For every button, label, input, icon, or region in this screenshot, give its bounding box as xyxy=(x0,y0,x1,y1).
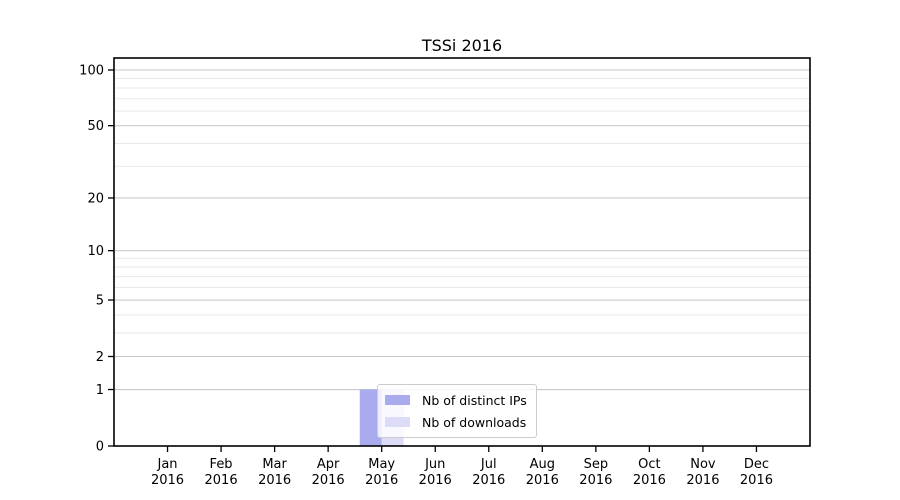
x-tick-label-year: 2016 xyxy=(151,473,184,488)
x-tick-label-year: 2016 xyxy=(633,473,666,488)
x-tick-label-month: Apr xyxy=(317,457,340,472)
x-tick-label-month: Aug xyxy=(530,457,555,472)
y-tick-label: 10 xyxy=(87,244,104,259)
legend-swatch-distinct-ips xyxy=(385,395,410,405)
y-tick-label: 5 xyxy=(96,294,104,309)
x-tick-label-month: Dec xyxy=(744,457,769,472)
x-tick-label-year: 2016 xyxy=(579,473,612,488)
x-tick-label-year: 2016 xyxy=(686,473,719,488)
x-tick-label-year: 2016 xyxy=(526,473,559,488)
x-tick-label-year: 2016 xyxy=(472,473,505,488)
y-tick-label: 0 xyxy=(96,440,104,455)
legend-label-distinct-ips: Nb of distinct IPs xyxy=(422,392,527,408)
x-tick-label-month: Mar xyxy=(262,457,287,472)
bar-nb-of-distinct-ips-may xyxy=(359,389,382,446)
x-tick-label-month: Jul xyxy=(480,457,497,472)
y-tick-label: 50 xyxy=(87,119,104,134)
y-tick-label: 1 xyxy=(96,383,104,398)
x-tick-label-month: Sep xyxy=(584,457,609,472)
plot-border xyxy=(113,57,811,447)
legend-row-downloads: Nb of downloads xyxy=(385,412,527,432)
y-tick-label: 100 xyxy=(79,64,104,79)
x-tick-label-year: 2016 xyxy=(365,473,398,488)
x-tick-label-month: May xyxy=(368,457,395,472)
x-tick-label-month: Jan xyxy=(157,457,178,472)
y-tick-label: 20 xyxy=(87,191,104,206)
legend: Nb of distinct IPs Nb of downloads xyxy=(377,384,537,438)
x-tick-label-month: Feb xyxy=(210,457,233,472)
x-tick-label-year: 2016 xyxy=(205,473,238,488)
y-tick-label: 2 xyxy=(96,350,104,365)
x-tick-label-year: 2016 xyxy=(258,473,291,488)
legend-swatch-downloads xyxy=(385,417,410,427)
legend-row-distinct-ips: Nb of distinct IPs xyxy=(385,390,527,410)
chart-title: TSSi 2016 xyxy=(421,36,503,55)
x-tick-label-year: 2016 xyxy=(419,473,452,488)
x-tick-label-month: Nov xyxy=(690,457,716,472)
x-tick-label-month: Oct xyxy=(638,457,660,472)
x-tick-label-year: 2016 xyxy=(740,473,773,488)
x-tick-label-year: 2016 xyxy=(312,473,345,488)
legend-label-downloads: Nb of downloads xyxy=(422,414,527,430)
x-tick-label-month: Jun xyxy=(424,457,445,472)
